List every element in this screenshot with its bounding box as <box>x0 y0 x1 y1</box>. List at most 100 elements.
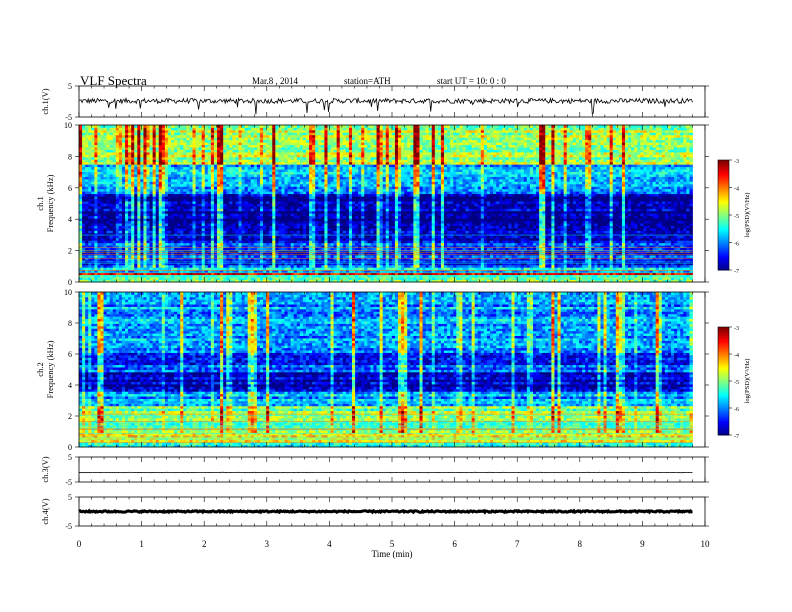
spectrogram-cell <box>640 267 643 270</box>
spectrogram-cell <box>346 265 349 268</box>
spectrogram-cell <box>643 260 646 263</box>
spectrogram-cell <box>180 265 183 268</box>
spectrogram-cell <box>143 277 146 280</box>
spectrogram-cell <box>465 260 468 263</box>
spectrogram-cell <box>650 267 653 270</box>
spectrogram-cell <box>496 260 499 263</box>
spectrogram-cell <box>579 267 582 270</box>
spectrogram-cell <box>410 260 413 263</box>
spectrogram-cell <box>524 265 527 268</box>
spectrogram-cell <box>588 277 591 280</box>
spectrogram-cell <box>186 260 189 263</box>
spectrogram-cell <box>183 265 186 268</box>
spectrogram-cell <box>199 267 202 270</box>
spectrogram-cell <box>668 265 671 268</box>
spectrogram-cell <box>616 265 619 268</box>
spectrogram-cell <box>650 277 653 280</box>
spectrogram-cell <box>444 265 447 268</box>
spectrogram-cell <box>416 260 419 263</box>
spectrogram-cell <box>600 260 603 263</box>
spectrogram-cell <box>275 267 278 270</box>
spectrogram-cell <box>97 265 100 268</box>
spectrogram-cell <box>125 267 128 270</box>
spectrogram-cell <box>122 265 125 268</box>
spectrogram-cell <box>156 277 159 280</box>
spectrogram-cell <box>607 265 610 268</box>
spectrogram-cell <box>180 260 183 263</box>
spectrogram-cell <box>410 267 413 270</box>
spectrogram-cell <box>263 277 266 280</box>
panel-2: -3-4-5-6-7log(PSD)(V²/Hz)0246810ch.1 Freq… <box>35 121 751 287</box>
spectrogram-cell <box>242 265 245 268</box>
spectrogram-cell <box>168 265 171 268</box>
spectrogram-cell <box>576 267 579 270</box>
spectrogram-cell <box>594 260 597 263</box>
spectrogram-cell <box>119 267 122 270</box>
spectrogram-cell <box>447 260 450 263</box>
spectrogram-cell <box>361 260 364 263</box>
spectrogram-cell <box>232 267 235 270</box>
spectrogram-cell <box>137 267 140 270</box>
spectrogram-cell <box>585 277 588 280</box>
spectrogram-cell <box>116 267 119 270</box>
spectrogram-cell <box>337 265 340 268</box>
spectrogram-cell <box>285 277 288 280</box>
spectrogram-cell <box>536 260 539 263</box>
spectrogram-cell <box>171 277 174 280</box>
spectrogram-cell <box>548 260 551 263</box>
spectrogram-cell <box>110 260 113 263</box>
spectrogram-cell <box>524 277 527 280</box>
spectrogram-cell <box>604 260 607 263</box>
spectrogram-cell <box>465 267 468 270</box>
spectrogram-cell <box>484 267 487 270</box>
spectrogram-cell <box>349 267 352 270</box>
spectrogram-cell <box>254 265 257 268</box>
spectrogram-cell <box>146 277 149 280</box>
spectrogram-cell <box>278 260 281 263</box>
spectrogram-cell <box>235 260 238 263</box>
spectrogram-cell <box>312 277 315 280</box>
spectrogram-cell <box>370 277 373 280</box>
spectrogram-cell <box>361 265 364 268</box>
spectrogram-cell <box>174 267 177 270</box>
spectrogram-cell <box>686 267 689 270</box>
spectrogram-cell <box>303 267 306 270</box>
spectrogram-cell <box>113 267 116 270</box>
spectrogram-cell <box>573 265 576 268</box>
spectrogram-cell <box>512 265 515 268</box>
spectrogram-cell <box>186 265 189 268</box>
spectrogram-cell <box>610 265 613 268</box>
spectrogram-cell <box>260 267 263 270</box>
spectrogram-cell <box>91 267 94 270</box>
spectrogram-cell <box>493 260 496 263</box>
spectrogram-cell <box>367 277 370 280</box>
spectrogram-cell <box>196 265 199 268</box>
spectrogram-cell <box>104 267 107 270</box>
spectrogram-cell <box>223 265 226 268</box>
spectrogram-cell <box>370 260 373 263</box>
spectrogram-cell <box>346 260 349 263</box>
spectrogram-cell <box>413 260 416 263</box>
spectrogram-cell <box>539 265 542 268</box>
spectrogram-cell <box>582 265 585 268</box>
spectrogram-cell <box>521 265 524 268</box>
spectrogram-cell <box>665 277 668 280</box>
spectrogram-cell <box>119 265 122 268</box>
spectrogram-cell <box>300 277 303 280</box>
spectrogram-cell <box>576 277 579 280</box>
spectrogram-cell <box>613 265 616 268</box>
spectrogram-cell <box>456 267 459 270</box>
spectrogram-cell <box>604 265 607 268</box>
spectrogram-cell <box>300 265 303 268</box>
spectrogram-cell <box>435 277 438 280</box>
spectrogram-cell <box>294 260 297 263</box>
spectrogram-cell <box>640 260 643 263</box>
spectrogram-cell <box>634 265 637 268</box>
spectrogram-cell <box>220 267 223 270</box>
spectrogram-cell <box>570 265 573 268</box>
spectrogram-cell <box>266 260 269 263</box>
spectrogram-cell <box>239 267 242 270</box>
spectrogram-cell <box>199 260 202 263</box>
spectrogram-cell <box>88 277 91 280</box>
spectrogram-cell <box>367 265 370 268</box>
